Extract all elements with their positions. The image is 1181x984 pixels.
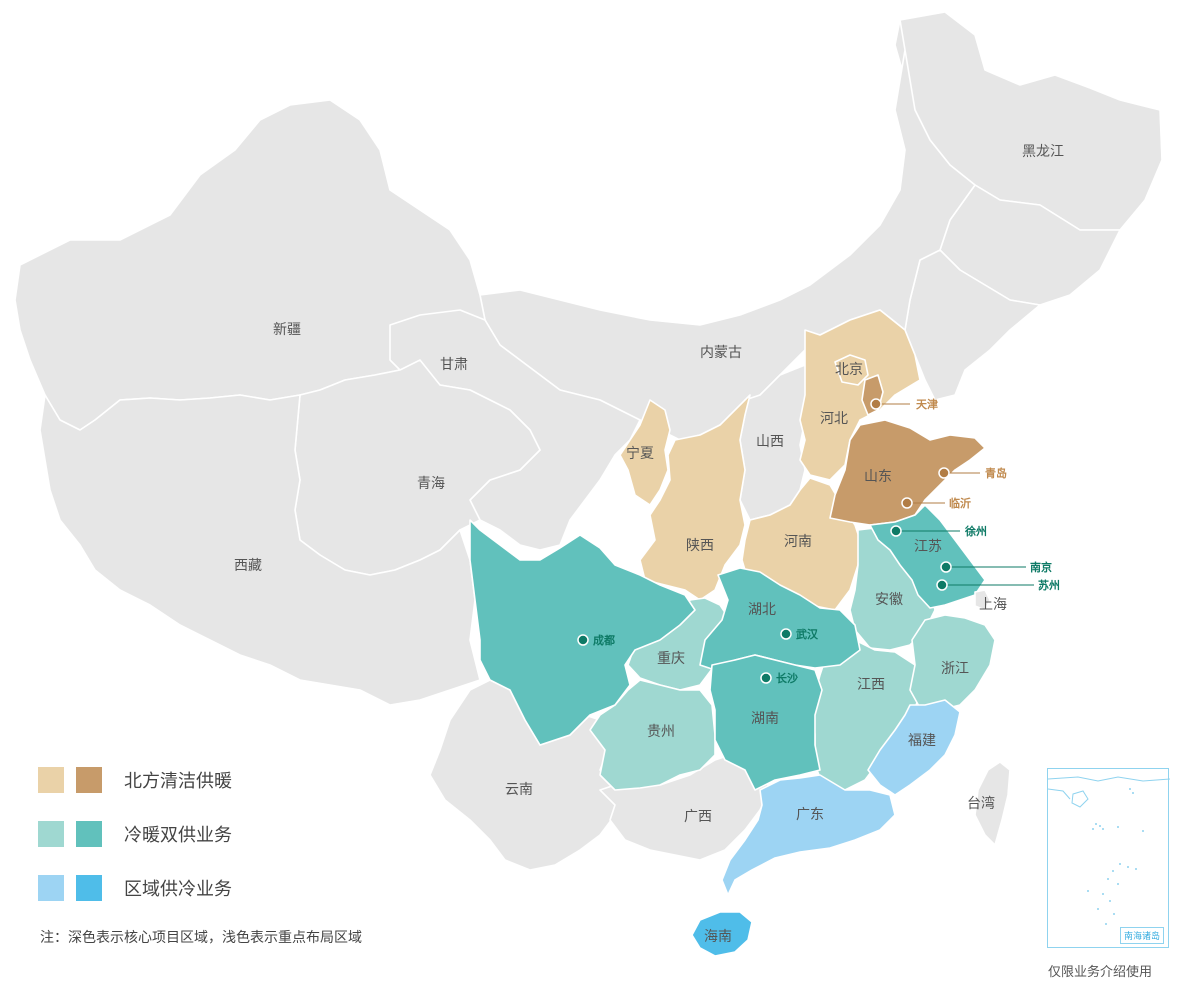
region-hebei[interactable] (799, 309, 921, 481)
legend-item-north-heating: 北方清洁供暖 (38, 766, 232, 794)
city-dot (938, 467, 950, 479)
label-taiwan: 台湾 (967, 795, 995, 812)
label-chongqing: 重庆 (657, 651, 685, 667)
region-guizhou[interactable] (589, 679, 716, 791)
label-hubei: 湖北 (748, 602, 776, 618)
label-hunan: 湖南 (751, 711, 779, 727)
region-fujian[interactable] (867, 699, 961, 796)
label-ningxia: 宁夏 (626, 445, 654, 462)
legend-swatch-dark (76, 821, 102, 847)
city-label-wuhan: 武汉 (796, 627, 819, 641)
label-shanxi: 山西 (756, 434, 784, 450)
label-guizhou: 贵州 (647, 724, 675, 740)
legend-label: 冷暖双供业务 (124, 825, 232, 846)
label-shanghai: 上海 (979, 597, 1007, 613)
city-qingdao[interactable]: 青岛 (938, 466, 1007, 480)
label-heilongjiang: 黑龙江 (1022, 144, 1064, 160)
label-anhui: 安徽 (875, 592, 903, 608)
city-dot (936, 579, 948, 591)
label-hainan: 海南 (704, 929, 732, 945)
city-tianjin[interactable]: 天津 (870, 397, 938, 411)
inset-map (1048, 776, 1170, 925)
city-changsha[interactable]: 长沙 (760, 671, 798, 685)
city-suzhou[interactable]: 苏州 (936, 578, 1060, 592)
region-hunan[interactable] (709, 654, 823, 791)
region-guangxi[interactable] (599, 749, 771, 861)
legend-label: 区域供冷业务 (124, 879, 232, 900)
city-label-linyi: 临沂 (949, 496, 971, 510)
legend-item-dual-supply: 冷暖双供业务 (38, 820, 232, 848)
map-note: 注：深色表示核心项目区域，浅色表示重点布局区域 (40, 930, 362, 946)
city-chengdu[interactable]: 成都 (577, 633, 615, 647)
city-dot (940, 561, 952, 573)
region-ningxia[interactable] (619, 399, 671, 506)
city-dot (760, 672, 772, 684)
city-xuzhou[interactable]: 徐州 (890, 524, 987, 538)
city-label-nanjing: 南京 (1030, 560, 1052, 574)
city-dot (890, 525, 902, 537)
legend-swatch-light (38, 875, 64, 901)
city-label-suzhou: 苏州 (1038, 578, 1060, 592)
city-linyi[interactable]: 临沂 (901, 496, 971, 510)
label-fujian: 福建 (908, 733, 936, 749)
region-shanghai[interactable] (974, 589, 991, 611)
city-label-changsha: 长沙 (776, 671, 798, 685)
label-xinjiang: 新疆 (273, 322, 301, 338)
label-neimenggu: 内蒙古 (700, 345, 742, 361)
legend-item-regional-cooling: 区域供冷业务 (38, 874, 232, 902)
label-gansu: 甘肃 (440, 357, 468, 373)
usage-disclaimer: 仅限业务介绍使用 (1048, 965, 1153, 980)
region-beijing[interactable] (834, 354, 869, 386)
label-hebei: 河北 (820, 411, 848, 427)
region-guangdong[interactable] (721, 774, 896, 896)
label-beijing: 北京 (835, 362, 863, 378)
region-taiwan[interactable] (974, 761, 1011, 846)
inset-label: 南海诸岛 (1119, 927, 1164, 944)
city-dot (577, 634, 589, 646)
legend-label: 北方清洁供暖 (124, 771, 232, 792)
label-guangxi: 广西 (684, 809, 712, 825)
region-zhejiang[interactable] (909, 614, 996, 711)
label-zhejiang: 浙江 (941, 661, 969, 677)
label-jiangxi: 江西 (857, 677, 885, 693)
city-label-tianjin: 天津 (916, 397, 938, 411)
legend-swatch-dark (76, 767, 102, 793)
city-dot (780, 628, 792, 640)
region-hubei[interactable] (699, 567, 861, 671)
label-henan: 河南 (784, 534, 812, 550)
label-yunnan: 云南 (505, 782, 533, 798)
legend-swatch-light (38, 767, 64, 793)
label-guangdong: 广东 (796, 807, 824, 823)
south-china-sea-inset: 南海诸岛 (1047, 768, 1170, 948)
label-shaanxi: 陕西 (686, 538, 714, 554)
city-nanjing[interactable]: 南京 (940, 560, 1052, 574)
map-legend: 北方清洁供暖 冷暖双供业务 区域供冷业务 (38, 766, 232, 928)
legend-swatch-dark (76, 875, 102, 901)
city-wuhan[interactable]: 武汉 (780, 627, 819, 641)
city-label-qingdao: 青岛 (985, 466, 1007, 480)
city-label-chengdu: 成都 (593, 633, 615, 647)
legend-swatch-light (38, 821, 64, 847)
city-dot (901, 497, 913, 509)
label-jiangsu: 江苏 (914, 539, 942, 555)
label-qinghai: 青海 (417, 476, 445, 492)
city-label-xuzhou: 徐州 (964, 524, 987, 538)
label-shandong: 山东 (864, 469, 892, 485)
region-shaanxi[interactable] (639, 394, 751, 601)
city-dot (870, 398, 882, 410)
label-xizang: 西藏 (234, 558, 262, 574)
region-hainan[interactable] (691, 911, 753, 957)
region-sichuan[interactable] (469, 519, 696, 746)
